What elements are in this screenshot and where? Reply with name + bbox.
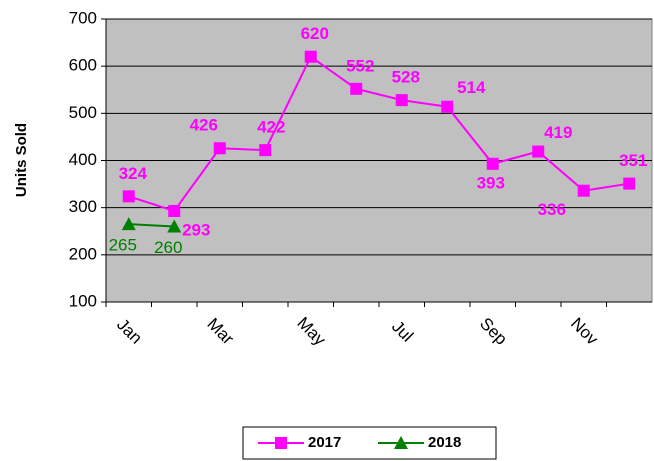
marker [304,50,317,63]
legend: 2017 2018 [242,426,497,460]
x-tick-label: Nov [567,314,602,349]
marker [623,177,636,190]
legend-marker [275,437,287,449]
marker [167,219,182,233]
data-label: 419 [544,123,572,142]
data-label: 620 [301,24,329,43]
marker [350,82,363,95]
marker [577,184,590,197]
x-tick-label: Jan [113,315,146,348]
y-tick-label: 500 [69,103,97,122]
data-label: 260 [154,238,182,257]
marker [486,157,499,170]
data-label: 293 [182,220,210,239]
y-tick-label: 600 [69,56,97,75]
data-label: 514 [457,78,486,97]
legend-label: 2018 [428,434,461,451]
marker [259,144,272,157]
x-tick-label: Sep [476,314,511,349]
y-tick-label: 100 [69,291,97,310]
data-label: 426 [190,116,218,135]
y-tick-label: 200 [69,244,97,263]
marker [121,217,136,231]
marker [441,100,454,113]
y-tick-label: 300 [69,197,97,216]
marker [395,94,408,107]
data-label: 265 [109,236,137,255]
data-label: 324 [119,164,148,183]
data-label: 528 [392,68,420,87]
series-line [128,55,630,213]
marker [532,145,545,158]
legend-marker [394,436,408,449]
y-tick-label: 700 [69,8,97,27]
legend-label: 2017 [308,434,341,451]
data-label: 351 [619,151,647,170]
data-label: 422 [257,118,285,137]
y-axis-label: Units Sold [13,123,30,197]
data-label: 552 [346,56,374,75]
marker [213,142,226,155]
data-label: 336 [538,200,566,219]
marker [168,204,181,217]
marker [122,190,135,203]
y-tick-label: 400 [69,150,97,169]
series-line [128,223,175,228]
data-label: 393 [477,173,505,192]
x-tick-label: Jul [388,317,417,346]
x-tick-label: May [293,313,329,349]
x-tick-label: Mar [203,314,237,348]
